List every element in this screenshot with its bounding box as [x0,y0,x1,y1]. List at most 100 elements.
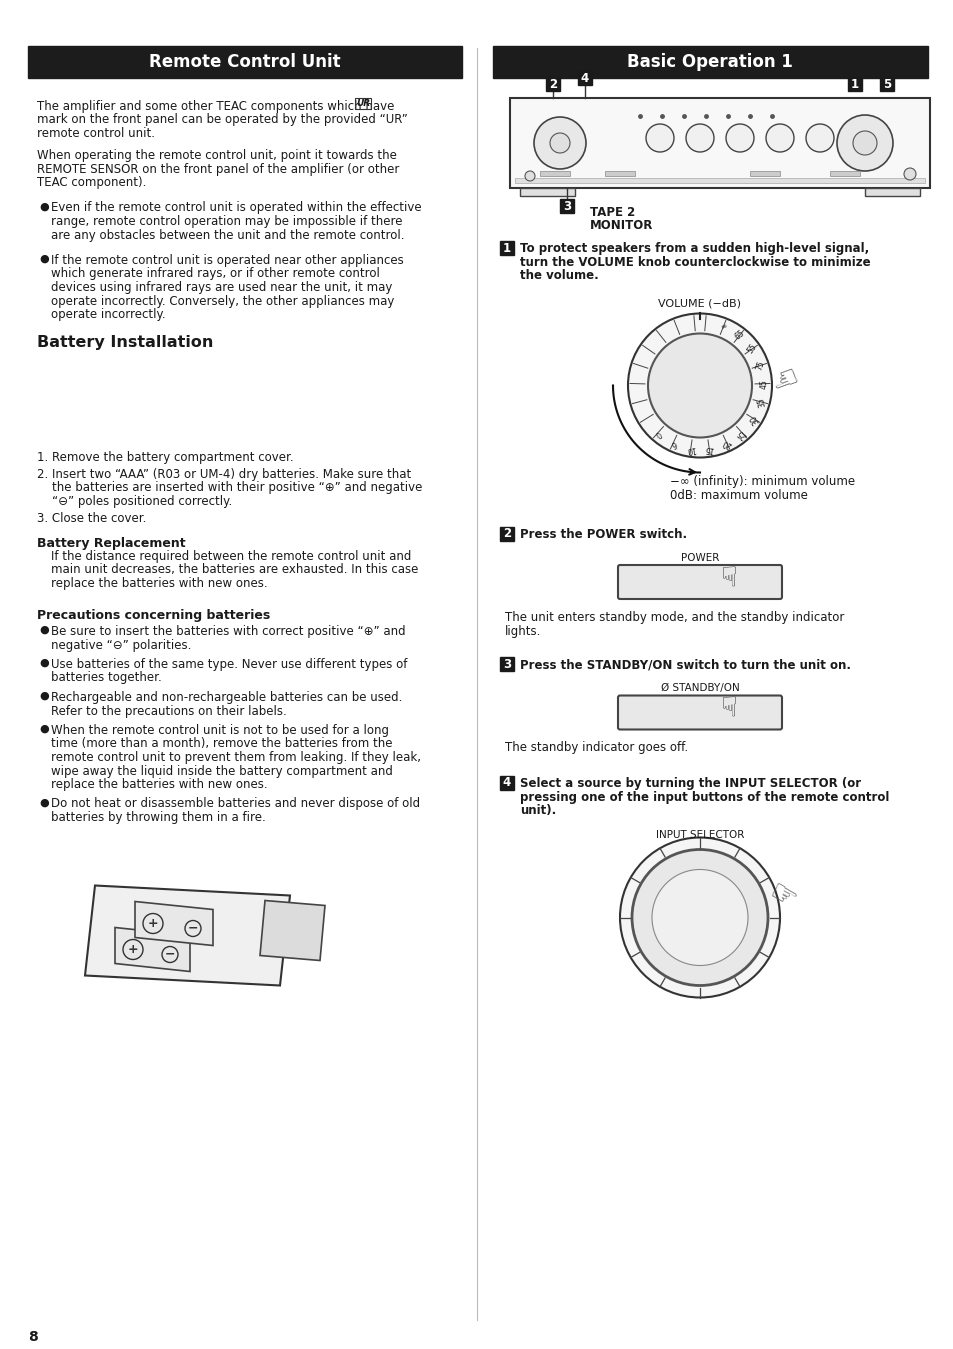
Bar [499,526,514,541]
FancyBboxPatch shape [618,565,781,599]
Text: 4: 4 [502,777,511,789]
Text: Refer to the precautions on their labels.: Refer to the precautions on their labels… [51,704,287,718]
Text: 10: 10 [684,444,696,455]
Text: ☞: ☞ [710,565,739,590]
FancyBboxPatch shape [618,696,781,730]
Text: replace the batteries with new ones.: replace the batteries with new ones. [51,778,268,791]
Text: mark on the front panel can be operated by the provided “UR”: mark on the front panel can be operated … [37,113,407,127]
Bar [510,98,929,188]
Ellipse shape [647,333,751,437]
Text: TEAC component).: TEAC component). [37,175,146,189]
Text: Press the STANDBY/ON switch to turn the unit on.: Press the STANDBY/ON switch to turn the … [519,658,850,670]
Text: 45: 45 [759,379,768,389]
Text: operate incorrectly. Conversely, the other appliances may: operate incorrectly. Conversely, the oth… [51,294,394,308]
Text: Press the POWER switch.: Press the POWER switch. [519,527,686,541]
Circle shape [651,870,747,966]
Circle shape [836,115,892,171]
Bar [578,71,592,85]
Bar [28,46,461,78]
Text: Battery Installation: Battery Installation [37,336,213,351]
Text: 75: 75 [754,359,766,371]
Circle shape [685,124,713,152]
Text: ●: ● [39,658,49,668]
Text: 0dB: maximum volume: 0dB: maximum volume [669,488,807,502]
Text: INPUT SELECTOR: INPUT SELECTOR [655,830,743,839]
Text: 3: 3 [562,200,571,213]
Text: Basic Operation 1: Basic Operation 1 [626,53,792,71]
Circle shape [631,850,767,986]
Circle shape [619,838,780,997]
Text: +: + [128,943,138,956]
Text: 55: 55 [745,343,759,355]
Text: remote control unit.: remote control unit. [37,127,154,140]
Text: Battery Replacement: Battery Replacement [37,537,186,549]
Text: −: − [188,921,198,935]
Text: ☞: ☞ [710,695,739,720]
Text: Remote Control Unit: Remote Control Unit [149,53,340,71]
Circle shape [765,124,793,152]
Text: ●: ● [39,691,49,701]
Bar [749,171,780,175]
Text: 1: 1 [502,241,511,255]
Text: TAPE 2: TAPE 2 [589,206,635,219]
Text: wipe away the liquid inside the battery compartment and: wipe away the liquid inside the battery … [51,765,393,777]
Bar [847,77,862,90]
Text: ∞: ∞ [719,321,727,332]
Text: ●: ● [39,625,49,635]
Text: ●: ● [39,201,49,212]
Text: Use batteries of the same type. Never use different types of: Use batteries of the same type. Never us… [51,658,407,670]
Text: When operating the remote control unit, point it towards the: When operating the remote control unit, … [37,148,396,162]
Text: operate incorrectly.: operate incorrectly. [51,308,166,321]
Bar [864,188,919,196]
Text: “⊖” poles positioned correctly.: “⊖” poles positioned correctly. [37,495,232,509]
Text: 35: 35 [756,397,766,407]
Text: ☞: ☞ [761,357,797,394]
Text: 30: 30 [747,413,760,426]
Text: UR: UR [355,98,370,108]
Text: ●: ● [39,797,49,808]
Circle shape [534,117,585,169]
Bar [559,200,574,213]
Bar [539,171,569,175]
Text: +: + [148,917,158,929]
Text: 20: 20 [720,437,733,449]
Text: which generate infrared rays, or if other remote control: which generate infrared rays, or if othe… [51,267,379,281]
Text: Ø STANDBY/ON: Ø STANDBY/ON [659,684,739,693]
Text: Do not heat or disassemble batteries and never dispose of old: Do not heat or disassemble batteries and… [51,797,419,811]
Text: time (more than a month), remove the batteries from the: time (more than a month), remove the bat… [51,738,392,750]
Polygon shape [85,885,290,986]
Text: Even if the remote control unit is operated within the effective: Even if the remote control unit is opera… [51,201,421,214]
Text: devices using infrared rays are used near the unit, it may: devices using infrared rays are used nea… [51,281,392,294]
Text: Select a source by turning the INPUT SELECTOR (or: Select a source by turning the INPUT SEL… [519,777,861,791]
Text: are any obstacles between the unit and the remote control.: are any obstacles between the unit and t… [51,228,404,241]
Text: If the remote control unit is operated near other appliances: If the remote control unit is operated n… [51,254,403,267]
Bar [519,188,575,196]
Text: 0: 0 [652,429,661,438]
Text: Rechargeable and non-rechargeable batteries can be used.: Rechargeable and non-rechargeable batter… [51,691,402,704]
Text: 2. Insert two “AAA” (R03 or UM-4) dry batteries. Make sure that: 2. Insert two “AAA” (R03 or UM-4) dry ba… [37,468,411,482]
Text: The standby indicator goes off.: The standby indicator goes off. [504,742,687,754]
Text: 1: 1 [850,77,858,90]
Text: 2: 2 [548,77,557,90]
Text: MONITOR: MONITOR [589,219,653,232]
Bar [604,171,635,175]
Circle shape [903,169,915,179]
Bar [879,77,893,90]
Bar [499,241,514,255]
Polygon shape [135,901,213,946]
Circle shape [550,134,569,152]
Text: 15: 15 [703,444,714,455]
Text: 1. Remove the battery compartment cover.: 1. Remove the battery compartment cover. [37,451,294,464]
Text: lights.: lights. [504,625,540,638]
Text: ☞: ☞ [762,878,801,917]
Text: 3. Close the cover.: 3. Close the cover. [37,513,146,526]
Text: 25: 25 [735,426,748,440]
Circle shape [725,124,753,152]
Text: The amplifier and some other TEAC components which have: The amplifier and some other TEAC compon… [37,100,394,113]
Text: VOLUME (−dB): VOLUME (−dB) [658,298,740,309]
Circle shape [852,131,876,155]
Bar [499,657,514,670]
Text: replace the batteries with new ones.: replace the batteries with new ones. [51,577,268,590]
Ellipse shape [627,313,771,457]
Text: POWER: POWER [680,553,719,563]
